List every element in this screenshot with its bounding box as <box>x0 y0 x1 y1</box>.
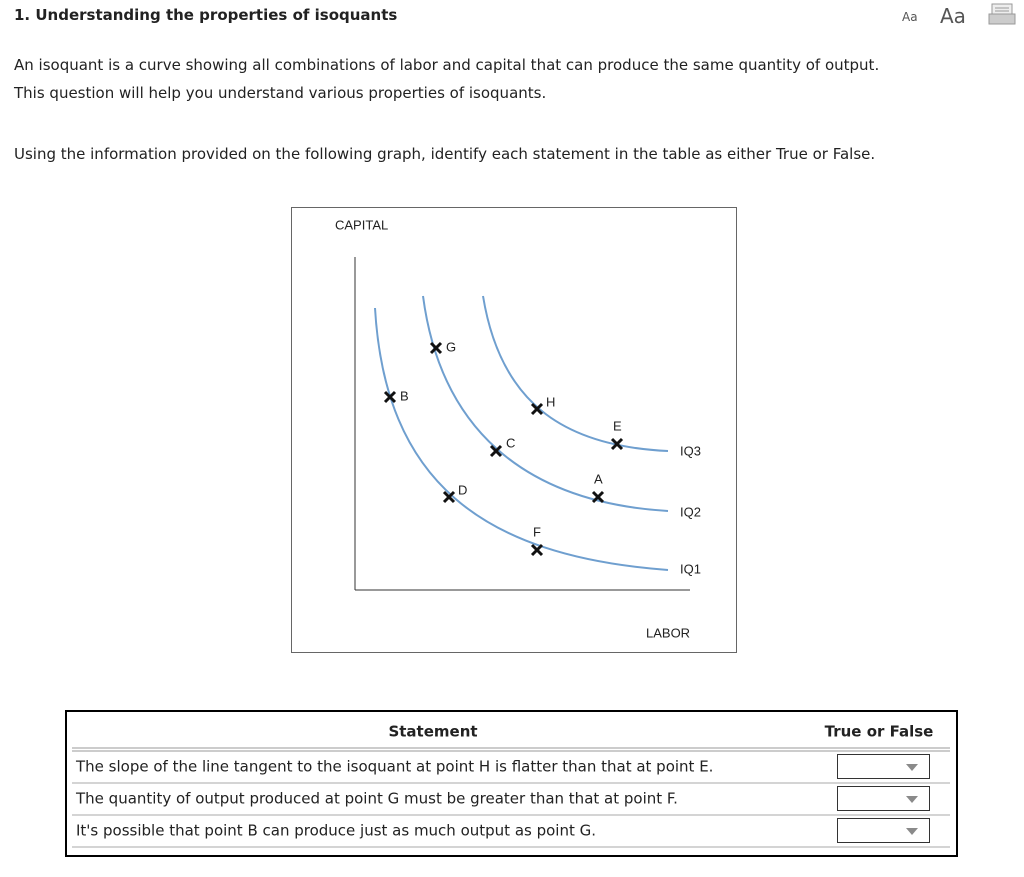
point-marker <box>489 444 503 458</box>
isoquant-curve <box>374 307 669 571</box>
font-size-large[interactable]: Aa <box>940 4 966 28</box>
curve-label: IQ1 <box>680 561 701 576</box>
point-marker <box>591 490 605 504</box>
point-label: G <box>446 339 456 354</box>
point-marker <box>610 437 624 451</box>
point-label: B <box>400 388 409 403</box>
point-label: D <box>458 482 467 497</box>
point-marker <box>442 490 456 504</box>
curve-label: IQ3 <box>680 443 701 458</box>
print-icon[interactable] <box>988 2 1018 28</box>
intro-line: An isoquant is a curve showing all combi… <box>14 56 880 74</box>
instruction: Using the information provided on the fo… <box>14 145 876 163</box>
point-marker <box>530 543 544 557</box>
intro-line: This question will help you understand v… <box>14 84 547 102</box>
font-size-small[interactable]: Aa <box>902 10 918 24</box>
point-label: C <box>506 435 515 450</box>
point-label: A <box>594 471 603 486</box>
question-title: 1. Understanding the properties of isoqu… <box>14 6 398 24</box>
point-label: E <box>613 418 622 433</box>
isoquant-curve <box>482 295 669 452</box>
point-marker <box>429 341 443 355</box>
graph-frame <box>291 207 737 653</box>
point-label: H <box>546 394 555 409</box>
x-axis-label: LABOR <box>646 625 690 640</box>
curve-label: IQ2 <box>680 504 701 519</box>
point-marker <box>530 402 544 416</box>
point-marker <box>383 390 397 404</box>
point-label: F <box>533 524 541 539</box>
y-axis-label: CAPITAL <box>335 217 388 232</box>
